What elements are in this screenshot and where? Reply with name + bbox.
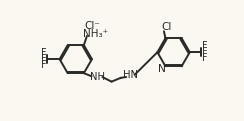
Text: F: F: [202, 53, 207, 63]
Text: NH: NH: [90, 72, 105, 82]
Text: Cl⁻: Cl⁻: [84, 21, 100, 31]
Text: F: F: [202, 47, 207, 57]
Text: F: F: [41, 60, 46, 70]
Text: F: F: [41, 48, 46, 58]
Text: NH₃⁺: NH₃⁺: [83, 29, 108, 39]
Text: F: F: [202, 42, 207, 51]
Text: N: N: [158, 64, 166, 74]
Text: HN: HN: [123, 71, 138, 80]
Text: F: F: [41, 54, 46, 64]
Text: Cl: Cl: [162, 22, 172, 32]
